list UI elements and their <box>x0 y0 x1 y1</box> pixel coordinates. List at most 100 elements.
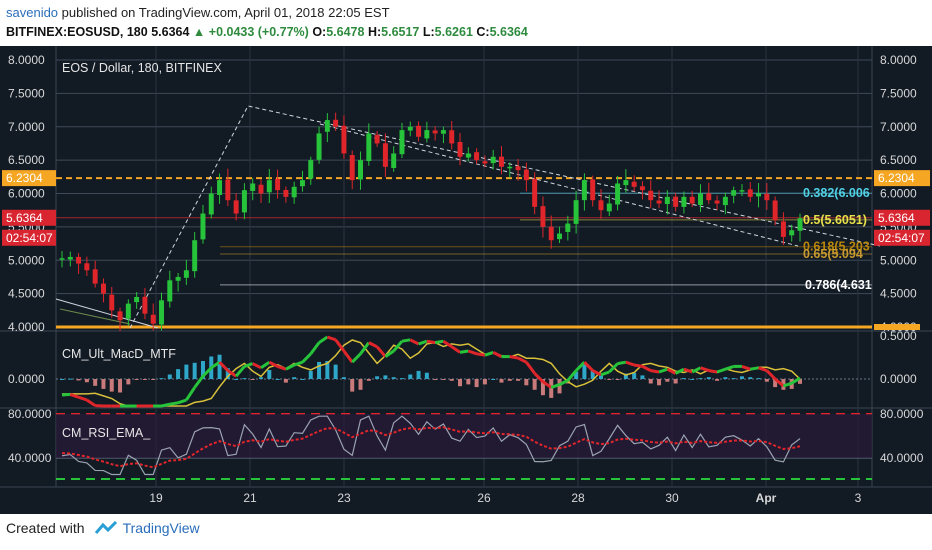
candle-body <box>772 200 778 221</box>
macd-line-segment <box>492 351 503 358</box>
macd-histogram-bar <box>341 377 346 379</box>
macd-line-segment <box>450 345 461 354</box>
macd-pane-title: CM_Ult_MacD_MTF <box>62 347 176 361</box>
macd-histogram-bar <box>748 377 753 379</box>
tradingview-logo-icon <box>94 521 117 534</box>
candle-body <box>291 186 297 198</box>
macd-line-segment <box>650 369 660 374</box>
macd-histogram-bar <box>491 379 496 380</box>
candle-body <box>250 183 256 191</box>
open-value: 5.6478 <box>326 25 365 39</box>
rsi-line <box>61 415 801 476</box>
candle-body <box>482 161 488 164</box>
y-tick-label-right: 5.0000 <box>880 253 917 267</box>
macd-line-segment <box>790 376 801 385</box>
macd-line-segment <box>716 367 726 374</box>
candle-body <box>225 179 231 201</box>
candle-body <box>159 300 164 325</box>
y-tick-label-right: 6.0000 <box>880 187 917 201</box>
close-value: 5.6364 <box>489 25 528 39</box>
macd-line-segment <box>375 345 387 358</box>
macd-histogram-bar <box>499 379 504 383</box>
macd-line-segment <box>309 341 321 355</box>
candle-body <box>142 296 148 314</box>
candle-body <box>540 206 546 227</box>
candle-body <box>598 200 604 211</box>
candle-body <box>731 190 737 196</box>
candle-body <box>557 233 563 240</box>
rsi-pane-title: CM_RSI_EMA_ <box>62 426 151 440</box>
macd-line-segment <box>633 363 643 368</box>
x-tick-label: 28 <box>571 491 585 505</box>
macd-line-segment <box>625 360 635 367</box>
macd-histogram-bar <box>798 379 802 384</box>
macd-histogram-bar <box>657 379 662 386</box>
macd-histogram-bar <box>681 378 686 380</box>
candle-body <box>532 178 538 207</box>
macd-histogram-bar <box>408 374 413 379</box>
macd-line-segment <box>459 349 469 354</box>
macd-line-segment <box>674 367 685 375</box>
macd-histogram-bar <box>723 377 728 379</box>
macd-histogram-bar <box>200 361 205 379</box>
fib-label: 0.618(5.203 <box>803 240 870 254</box>
last-price: 5.6364 <box>151 25 190 39</box>
orange-level-tag: 6.2304 <box>878 171 915 185</box>
macd-line-segment <box>368 341 378 349</box>
macd-line-segment <box>268 360 279 368</box>
macd-histogram-bar <box>126 379 131 385</box>
macd-line-segment <box>550 383 561 389</box>
macd-line-segment <box>517 356 528 364</box>
trendline <box>319 123 799 247</box>
candle-body <box>208 193 214 215</box>
countdown-tag-left: 02:54:07 <box>6 231 53 245</box>
macd-line-segment <box>359 341 371 355</box>
candle-body <box>449 130 455 144</box>
macd-histogram-bar <box>524 379 529 386</box>
macd-histogram-bar <box>292 377 297 379</box>
tradingview-link[interactable]: TradingView <box>122 520 200 536</box>
macd-line-segment <box>608 362 619 374</box>
candle-body <box>714 200 720 204</box>
candle-body <box>689 196 695 204</box>
rsi-ema-line <box>61 426 801 469</box>
low-value: 5.6261 <box>434 25 473 39</box>
macd-histogram-bar <box>665 379 670 382</box>
candle-body <box>424 130 430 139</box>
macd-line-segment <box>666 367 677 375</box>
candle-body <box>59 258 65 260</box>
candle-body <box>76 256 82 264</box>
macd-histogram-bar <box>582 362 587 379</box>
y-tick-label-right: 8.0000 <box>880 53 917 67</box>
macd-line-segment <box>467 349 478 356</box>
macd-line-segment <box>724 364 735 371</box>
macd-histogram-bar <box>259 377 264 379</box>
macd-histogram-bar <box>84 379 89 383</box>
macd-histogram-bar <box>242 378 247 380</box>
macd-histogram-bar <box>333 364 338 379</box>
candle-body <box>299 180 305 187</box>
macd-histogram-bar <box>416 370 421 379</box>
candle-body <box>789 230 795 236</box>
publisher-link[interactable]: savenido <box>6 5 59 20</box>
candles[interactable] <box>59 112 803 332</box>
candle-body <box>117 311 123 321</box>
candle-body <box>241 190 247 213</box>
macd-line-segment <box>334 338 346 352</box>
y-tick-label-left: 4.5000 <box>8 287 45 301</box>
y-tick-label-right: 6.5000 <box>880 153 917 167</box>
macd-line-segment <box>227 369 237 378</box>
up-arrow-icon: ▲ <box>192 25 206 39</box>
macd-line-segment <box>765 369 777 381</box>
macd-line-segment <box>210 360 221 370</box>
macd-histogram-bar <box>325 361 330 379</box>
countdown-tag-bg <box>874 229 930 246</box>
candle-body <box>440 130 446 134</box>
candle-body <box>382 143 388 167</box>
macd-line-segment <box>243 362 254 368</box>
macd-histogram-bar <box>151 379 156 380</box>
macd-histogram-bar <box>275 379 280 380</box>
fib-label: 0.65(5.094 <box>803 247 863 261</box>
chart-canvas[interactable]: 8.0000 8.0000 7.5000 7.5000 7.0000 7.0000 6.50… <box>0 46 932 514</box>
candle-body <box>565 223 571 232</box>
